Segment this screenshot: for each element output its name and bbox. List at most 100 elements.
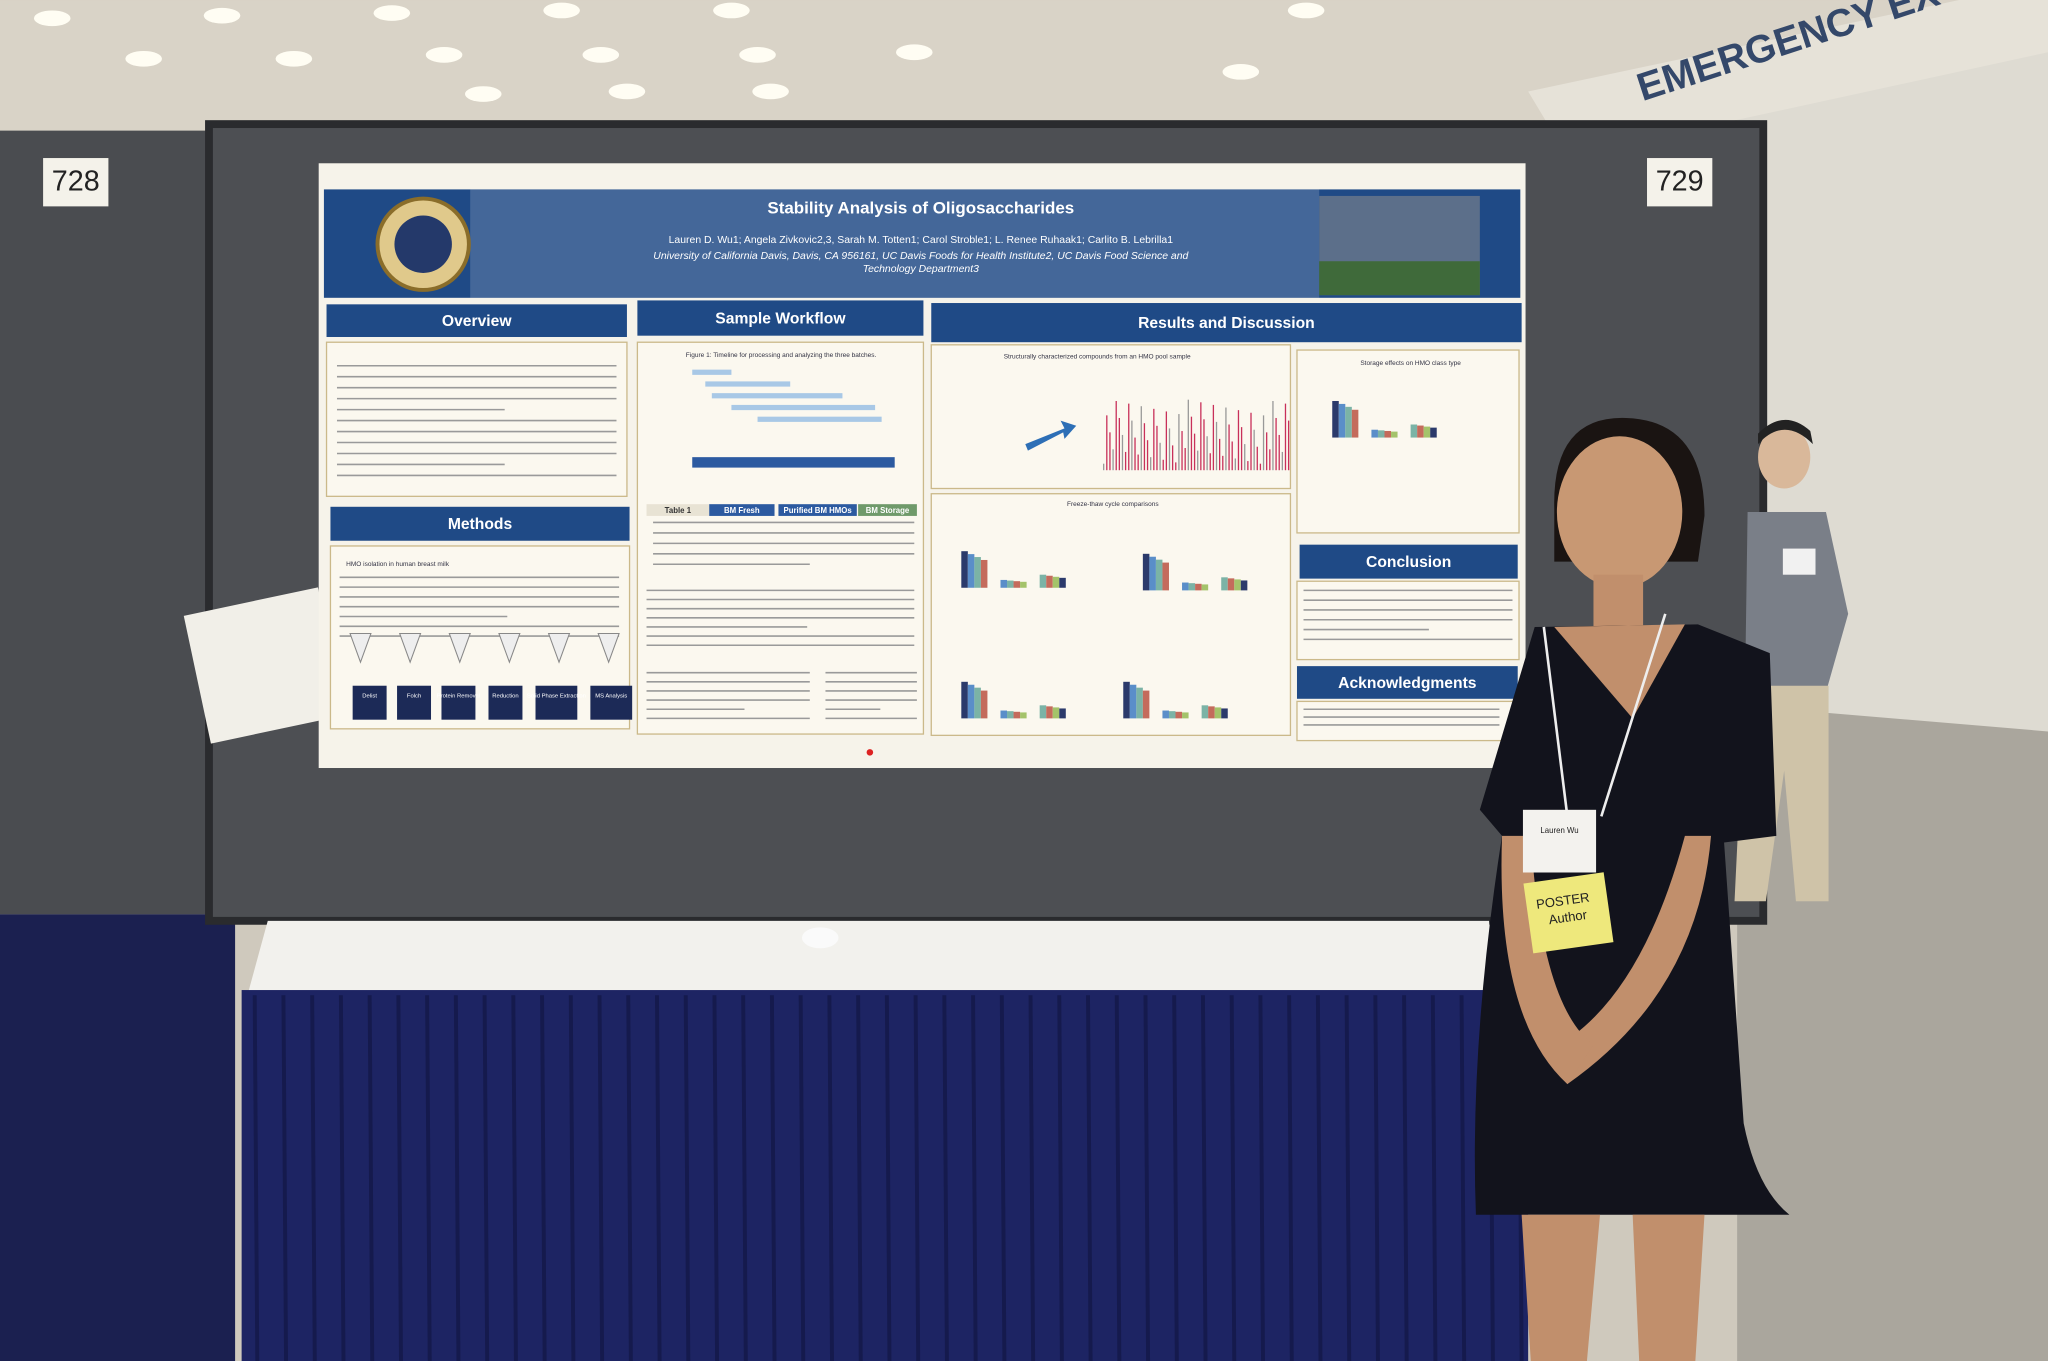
pleat [1459, 995, 1467, 1361]
pleat [1373, 995, 1380, 1361]
pleat [1028, 995, 1036, 1361]
pleat [1344, 995, 1352, 1361]
pleat [856, 995, 863, 1361]
light [543, 2, 580, 19]
panel [930, 344, 1292, 490]
booth-number: 728 [52, 165, 100, 197]
floor [1737, 705, 2048, 1361]
pleat [913, 995, 921, 1361]
chart-bar [967, 554, 975, 588]
pleat [338, 995, 346, 1361]
neckline [1554, 624, 1685, 719]
booth-number: 729 [1656, 165, 1704, 197]
pleat [884, 995, 892, 1361]
pleat [252, 995, 260, 1361]
tube [349, 632, 372, 664]
lanyard [1542, 613, 1667, 817]
header-gradient [470, 189, 1320, 298]
chart-bar [1013, 581, 1021, 588]
name-badge [1522, 809, 1597, 873]
workflow-step-label: MS Analysis [595, 694, 627, 700]
table-1: Table 1 BM Fresh Purified BM HMOs BM Storag… [646, 504, 917, 516]
poster-sections: Overview Sample Workflow Results and Discu… [326, 300, 1522, 699]
pleat [482, 995, 490, 1361]
workflow-step [397, 685, 432, 720]
person: Lauren Wu POSTER Author [1474, 417, 1790, 1361]
chart-bar [961, 551, 968, 588]
pleat [1229, 995, 1237, 1361]
chart-bar [1059, 708, 1066, 719]
tube [498, 632, 521, 664]
tube [547, 632, 571, 664]
pleat [1315, 995, 1323, 1361]
light [582, 47, 620, 63]
section-header-bar [931, 303, 1522, 343]
chart-bar [1142, 553, 1150, 591]
chart-bar [1046, 575, 1053, 588]
panel [1296, 700, 1520, 742]
pleat [1430, 995, 1438, 1361]
chart-bar [1214, 707, 1222, 719]
chart-bar [1000, 579, 1008, 588]
chart-bar [1168, 711, 1176, 719]
chart-bar [1345, 406, 1352, 438]
pleat [1287, 995, 1294, 1361]
workflow-step-label: Solid Phase Extraction [527, 694, 586, 700]
tube [448, 632, 471, 664]
chart-bar [1039, 705, 1047, 719]
panel [930, 493, 1292, 737]
chart-bar [1410, 424, 1418, 438]
chart-bar [1234, 579, 1241, 591]
chart-bar [1175, 711, 1183, 719]
pleat [741, 995, 748, 1361]
pleat [942, 995, 949, 1361]
chart-bar [1391, 431, 1398, 438]
workflow-step [590, 685, 633, 720]
cup [801, 927, 839, 949]
figure-caption: Structurally characterized compounds fro… [1004, 353, 1191, 360]
chart-bar [980, 559, 988, 588]
chart-bar [1046, 706, 1053, 719]
timeline-bar [731, 404, 876, 411]
table-header: BM Fresh [724, 506, 760, 515]
pleat [1057, 995, 1064, 1361]
chart-bar [1013, 711, 1021, 719]
timeline-axis [692, 457, 895, 468]
poster-authors: Lauren D. Wu1; Angela Zivkovic2,3, Sarah… [669, 235, 1174, 246]
chart-bar [1000, 710, 1008, 719]
pleat [1143, 995, 1151, 1361]
chart-bar [1423, 426, 1431, 438]
workflow-step-label: Folch [407, 694, 421, 700]
timeline-bar [692, 369, 732, 375]
pleat [1200, 995, 1208, 1361]
sign-board [1528, 0, 2048, 157]
chart-bar [1240, 580, 1248, 591]
pleat [367, 995, 375, 1361]
figure-caption: Figure 1: Timeline for processing and an… [686, 352, 877, 359]
chart-bar [1136, 687, 1143, 719]
pleat [798, 995, 806, 1361]
table-header: Purified BM HMOs [783, 506, 852, 515]
envelope [183, 587, 346, 744]
chart-bar [1201, 705, 1209, 719]
chart-bar [1208, 706, 1215, 719]
chart-bar [1007, 711, 1014, 719]
booth-number-card [1647, 158, 1713, 207]
arm [1501, 835, 1594, 1085]
pleat [568, 995, 576, 1361]
chart-bar [1052, 576, 1060, 588]
light [1222, 64, 1260, 80]
cup [1782, 548, 1816, 575]
chart-bar [1338, 403, 1346, 438]
tube [597, 632, 620, 664]
chart-bar [1020, 581, 1027, 588]
section-header-bar [330, 506, 630, 541]
head [1758, 425, 1811, 489]
light [464, 86, 502, 102]
chart-bar [1221, 708, 1228, 719]
light [752, 83, 789, 100]
workflow-step [352, 685, 387, 720]
ceiling-lights [33, 2, 1325, 102]
chart-bar [1201, 584, 1209, 591]
